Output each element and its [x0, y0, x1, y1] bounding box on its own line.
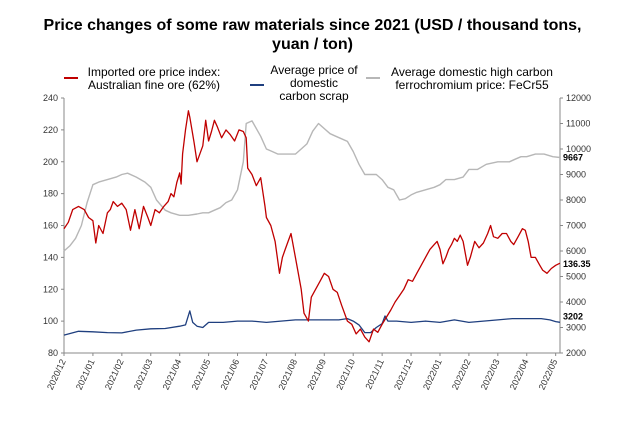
right-tick-label: 2000 — [566, 348, 586, 358]
x-tick-label: 2021/09 — [305, 358, 328, 392]
left-tick-label: 200 — [43, 157, 58, 167]
right-tick-label: 3000 — [566, 323, 586, 333]
legend-swatch-ferro — [366, 77, 380, 79]
legend-ore-line-1: Imported ore price index: — [87, 65, 221, 79]
left-tick-label: 120 — [43, 284, 58, 294]
left-tick-label: 220 — [43, 125, 58, 135]
end-label-ferrochromium: 9667 — [563, 152, 583, 162]
x-tick-label: 2022/04 — [508, 358, 531, 392]
legend-entry-ferro: Average domestic high carbon ferrochromi… — [380, 66, 564, 92]
right-tick-label: 6000 — [566, 246, 586, 256]
x-tick-label: 2021/05 — [190, 358, 213, 392]
legend-entry-scrap: Average price of domestic carbon scrap — [262, 64, 366, 103]
end-label-ore: 136.35 — [563, 259, 591, 269]
x-tick-label: 2022/03 — [479, 358, 502, 392]
chart-labels: 9667 136.35 3202 — [563, 152, 591, 321]
right-tick-label: 9000 — [566, 170, 586, 180]
legend-scrap-line-2: domestic — [289, 76, 339, 90]
legend-swatch-scrap — [250, 84, 264, 86]
right-tick-label: 10000 — [566, 144, 591, 154]
x-tick-label: 2021/06 — [219, 358, 242, 392]
x-tick-label: 2021/08 — [276, 358, 299, 392]
legend-scrap-line-3: carbon scrap — [279, 89, 349, 103]
right-tick-label: 5000 — [566, 272, 586, 282]
chart-series — [63, 110, 561, 343]
x-tick-label: 2021/03 — [132, 358, 155, 392]
x-tick-label: 2021/01 — [74, 358, 97, 392]
x-tick-label: 2021/02 — [103, 358, 126, 392]
left-tick-label: 140 — [43, 252, 58, 262]
x-tick-label: 2022/02 — [450, 358, 473, 392]
x-tick-label: 2021/12 — [392, 358, 415, 392]
left-tick-label: 240 — [43, 93, 58, 103]
chart-title: Price changes of some raw materials sinc… — [0, 16, 625, 54]
x-tick-label: 2021/04 — [161, 358, 184, 392]
legend-swatch-ore — [64, 77, 78, 79]
x-tick-label: 2021/10 — [334, 358, 357, 392]
legend-ferro-line-1: Average domestic high carbon — [391, 65, 553, 79]
right-tick-label: 7000 — [566, 221, 586, 231]
left-tick-label: 180 — [43, 189, 58, 199]
legend-ferro-line-2: ferrochromium price: FeCr55 — [395, 78, 549, 92]
chart-legend: Imported ore price index: Australian fin… — [0, 64, 625, 103]
right-tick-label: 12000 — [566, 93, 591, 103]
chart-title-line-1: Price changes of some raw materials sinc… — [43, 17, 582, 34]
x-tick-label: 2020/12 — [45, 358, 68, 392]
left-tick-label: 80 — [48, 348, 58, 358]
chart-axes: 80 100 120 140 160 180 200 220 240 2000 3000 4000 50… — [43, 93, 591, 391]
ore-price-line — [63, 110, 561, 343]
legend-scrap-line-1: Average price of — [270, 63, 358, 77]
x-tick-label: 2021/11 — [363, 358, 386, 391]
left-tick-label: 100 — [43, 316, 58, 326]
legend-entry-ore: Imported ore price index: Australian fin… — [80, 66, 228, 92]
x-tick-label: 2022/05 — [537, 358, 560, 392]
right-tick-label: 8000 — [566, 195, 586, 205]
scrap-price-line — [63, 310, 561, 336]
right-tick-label: 11000 — [566, 119, 590, 129]
x-tick-label: 2021/07 — [247, 358, 270, 392]
legend-ore-line-2: Australian fine ore (62%) — [87, 78, 221, 92]
chart-title-line-2: yuan / ton) — [272, 36, 353, 53]
ferrochromium-price-line — [63, 120, 561, 252]
end-label-scrap: 3202 — [563, 311, 583, 321]
right-tick-label: 4000 — [566, 297, 586, 307]
left-tick-label: 160 — [43, 221, 58, 231]
x-tick-label: 2022/01 — [421, 358, 444, 392]
